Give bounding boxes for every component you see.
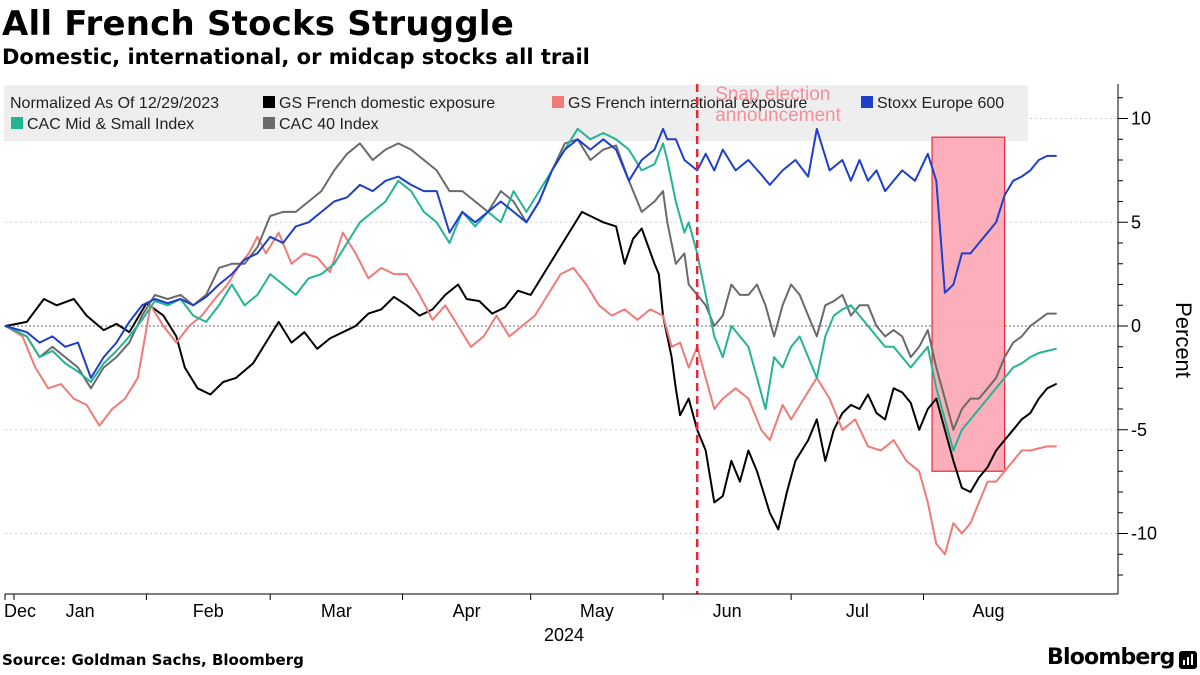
series-line-international xyxy=(4,231,1057,556)
legend-label: GS French domestic exposure xyxy=(279,95,495,112)
bloomberg-logo: Bloomberg xyxy=(1047,645,1175,670)
legend-label: GS French international exposure xyxy=(568,95,807,112)
x-tick-label: Feb xyxy=(193,601,224,621)
x-tick-label: Jun xyxy=(713,601,742,621)
legend-swatch xyxy=(263,117,275,129)
x-tick-label: Aug xyxy=(972,601,1004,621)
x-tick-label: Jan xyxy=(66,601,95,621)
annotation-text: Snap election xyxy=(715,84,830,105)
series-layer xyxy=(4,127,1057,556)
legend-label: CAC 40 Index xyxy=(279,116,379,133)
x-tick-label: Mar xyxy=(321,601,352,621)
legend-label: Stoxx Europe 600 xyxy=(877,95,1004,112)
legend-swatch xyxy=(263,96,275,108)
series-line-cacmid xyxy=(4,127,1057,452)
page-title: All French Stocks Struggle xyxy=(2,4,514,44)
x-tick-label: Apr xyxy=(453,601,481,621)
legend: Normalized As Of 12/29/2023 GS French dom… xyxy=(10,95,1004,133)
legend-label: CAC Mid & Small Index xyxy=(27,116,194,133)
series-line-cac40 xyxy=(4,138,1057,431)
legend-swatch xyxy=(861,96,873,108)
page-subtitle: Domestic, international, or midcap stock… xyxy=(2,45,590,69)
legend-swatch xyxy=(11,117,23,129)
series-line-stoxx xyxy=(4,127,1057,379)
annotation-text: announcement xyxy=(715,105,841,126)
y-tick-label: -5 xyxy=(1131,420,1147,440)
x-axis-year-label: 2024 xyxy=(544,625,584,645)
legend-swatch xyxy=(552,96,564,108)
y-axis-label: Percent xyxy=(1171,302,1196,378)
y-tick-label: 0 xyxy=(1131,316,1141,336)
bloomberg-chart-icon xyxy=(1179,651,1197,669)
x-tick-label: Jul xyxy=(846,601,869,621)
series-line-domestic xyxy=(4,210,1057,531)
y-tick-label: -10 xyxy=(1131,524,1157,544)
legend-background xyxy=(4,85,1028,141)
axis-layer: 10 5 0 -5 -10 Percent Dec Jan Feb Mar Apr May Jun Jul… xyxy=(4,84,1196,645)
source-note: Source: Goldman Sachs, Bloomberg xyxy=(2,651,304,669)
x-tick-label: May xyxy=(580,601,614,621)
x-tick-label: Dec xyxy=(4,601,36,621)
y-tick-label: 5 xyxy=(1131,212,1141,232)
y-tick-label: 10 xyxy=(1131,109,1151,129)
legend-note: Normalized As Of 12/29/2023 xyxy=(10,95,219,112)
